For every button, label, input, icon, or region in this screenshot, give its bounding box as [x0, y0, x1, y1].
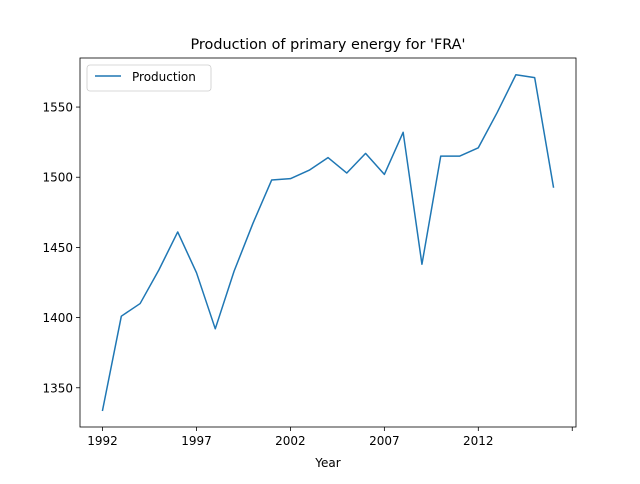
plot-area: [79, 57, 577, 428]
y-tick-label: 1500: [42, 171, 73, 185]
x-tick-label: 1997: [181, 434, 212, 448]
legend-box: [86, 64, 212, 92]
x-tick-label: 2012: [463, 434, 494, 448]
series-layer: [101, 74, 555, 412]
plot-frame: [79, 57, 577, 428]
y-tick-label: 1350: [42, 381, 73, 395]
x-tick-label: 2002: [275, 434, 306, 448]
series-line-production: [101, 74, 555, 412]
x-tick-label: 2007: [369, 434, 400, 448]
y-axis: 1350 1400 1450 1500 1550: [42, 101, 80, 395]
x-axis-label: Year: [314, 456, 340, 470]
x-axis: 1992 1997 2002 2007 2012: [87, 427, 573, 448]
chart-title: Production of primary energy for 'FRA': [190, 37, 465, 53]
y-tick-label: 1550: [42, 101, 73, 115]
x-tick-label: 1992: [87, 434, 118, 448]
legend-label-production: Production: [132, 70, 196, 84]
y-tick-label: 1450: [42, 241, 73, 255]
y-tick-label: 1400: [42, 311, 73, 325]
legend: Production: [86, 64, 212, 92]
